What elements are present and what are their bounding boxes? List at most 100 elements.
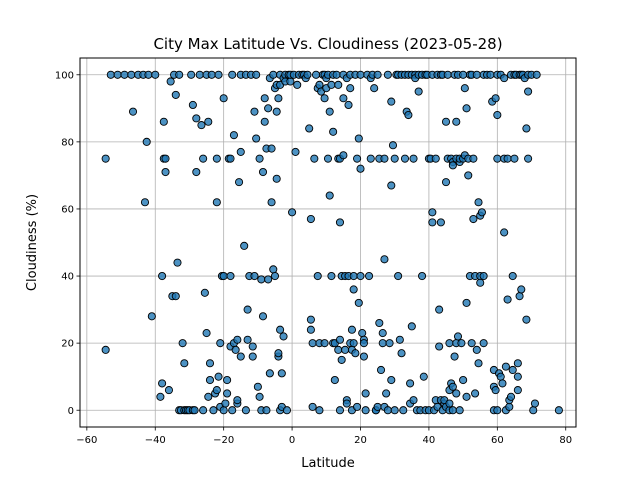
data-point <box>221 399 230 408</box>
data-point <box>113 70 122 79</box>
data-point <box>459 375 468 385</box>
data-point <box>127 70 136 79</box>
data-point <box>140 198 150 207</box>
data-point <box>253 382 262 391</box>
data-point <box>445 339 454 348</box>
data-point <box>120 70 129 79</box>
data-point <box>524 87 533 96</box>
data-point <box>406 379 415 388</box>
data-point <box>199 406 208 415</box>
data-point <box>291 147 300 156</box>
data-point <box>175 70 184 79</box>
data-point <box>477 208 486 217</box>
data-point <box>158 379 167 388</box>
data-point <box>327 271 336 281</box>
data-point <box>327 80 336 89</box>
data-point <box>204 117 213 126</box>
data-point <box>306 315 315 324</box>
data-point <box>464 171 473 180</box>
data-point <box>486 70 495 79</box>
data-point <box>380 154 389 163</box>
data-point <box>330 375 339 385</box>
data-point <box>269 265 278 274</box>
data-point <box>341 345 350 354</box>
data-point <box>395 335 404 344</box>
plot-frame <box>79 57 577 428</box>
data-point <box>404 110 413 120</box>
data-point <box>128 107 138 116</box>
data-point <box>349 339 358 348</box>
data-point <box>257 275 266 284</box>
data-point <box>400 154 410 163</box>
data-point <box>207 70 216 79</box>
data-point <box>390 406 399 415</box>
data-point <box>361 406 370 415</box>
data-point <box>204 392 213 401</box>
data-point <box>500 74 509 83</box>
data-point <box>267 144 276 153</box>
data-point <box>205 359 215 368</box>
data-point <box>151 70 160 79</box>
data-point <box>264 275 273 284</box>
data-point <box>435 305 444 314</box>
data-point <box>436 218 445 227</box>
data-point <box>147 312 156 321</box>
data-point <box>216 339 225 348</box>
data-point <box>264 104 273 113</box>
data-point <box>282 406 292 415</box>
data-point <box>479 339 488 348</box>
data-point <box>255 154 264 163</box>
data-point <box>364 271 374 281</box>
data-point <box>462 392 471 401</box>
data-point <box>397 349 406 358</box>
data-point <box>178 339 187 348</box>
data-point <box>202 329 211 338</box>
data-point <box>219 406 228 415</box>
data-point <box>310 154 319 163</box>
data-point <box>192 114 201 123</box>
data-point <box>320 94 329 103</box>
data-point <box>460 84 469 93</box>
data-point <box>329 127 338 136</box>
y-tick-label: 80 <box>61 137 74 148</box>
data-point <box>276 325 285 334</box>
data-point <box>197 121 206 130</box>
data-point <box>501 362 510 371</box>
data-point <box>255 392 264 401</box>
data-point <box>262 406 271 415</box>
data-point <box>472 345 481 354</box>
data-point <box>200 288 209 297</box>
data-point <box>315 80 324 89</box>
data-point <box>358 329 367 338</box>
data-point <box>272 107 281 116</box>
data-point <box>459 70 468 79</box>
x-tick-label: −60 <box>76 435 97 446</box>
data-point <box>508 271 517 281</box>
data-point <box>272 174 281 183</box>
data-point <box>383 406 392 415</box>
data-point <box>265 369 274 378</box>
data-point <box>452 117 461 126</box>
data-point <box>532 70 541 79</box>
chart-title: City Max Latitude Vs. Cloudiness (2023-0… <box>153 35 502 53</box>
data-point <box>378 329 387 338</box>
data-point <box>142 137 151 146</box>
data-point <box>214 70 223 79</box>
data-point <box>332 70 341 79</box>
data-point <box>228 70 237 79</box>
data-point <box>286 77 295 86</box>
data-point <box>356 70 365 79</box>
data-point <box>530 399 540 408</box>
x-tick-label: 60 <box>491 435 504 446</box>
data-point <box>498 379 507 388</box>
data-point <box>394 271 403 281</box>
data-point <box>388 141 398 150</box>
data-point <box>517 285 526 294</box>
data-point <box>373 402 382 411</box>
data-point <box>144 70 153 79</box>
data-point <box>353 402 362 411</box>
axis-ticks: −60 −40 −20 0 20 40 60 80 0 20 40 60 80 100 <box>55 70 572 446</box>
data-point <box>214 372 223 381</box>
data-point <box>474 359 483 368</box>
